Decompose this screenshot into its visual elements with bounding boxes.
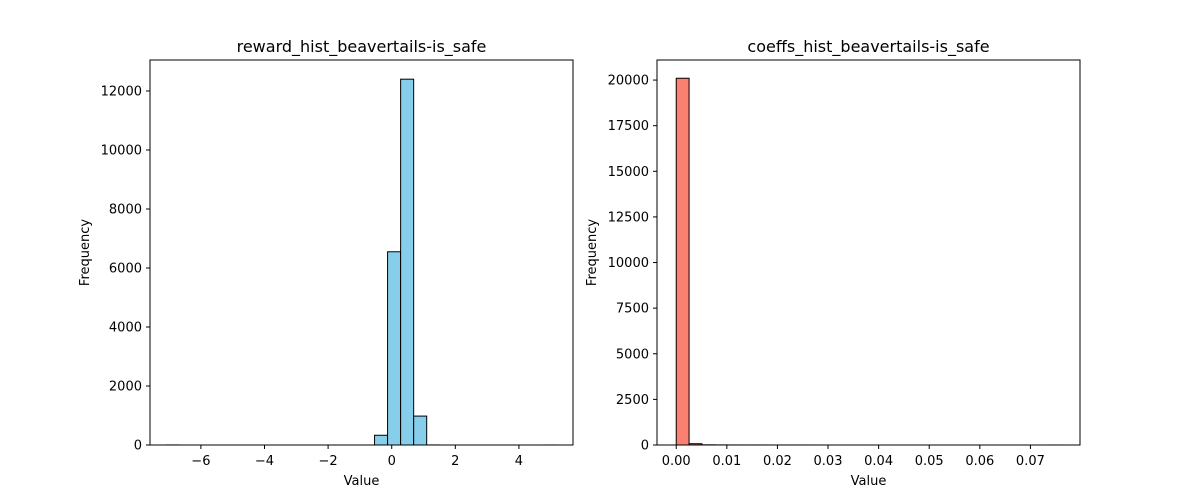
reward-histogram-x-tick-label: 0	[388, 454, 396, 469]
coeffs-histogram-x-tick-label: 0.06	[965, 454, 994, 469]
coeffs-histogram-y-tick-label: 5000	[616, 347, 649, 362]
coeffs-histogram-y-label: Frequency	[585, 219, 600, 286]
coeffs-histogram-x-ticks: 0.00 0.01 0.02 0.03 0.04 0.05 0.06 0.07	[662, 445, 1045, 469]
coeffs-histogram-y-tick-label: 10000	[608, 256, 649, 271]
reward-histogram-bar	[400, 78, 415, 446]
coeffs-histogram-y-tick-label: 7500	[616, 302, 649, 317]
coeffs-histogram-y-tick-label: 20000	[608, 74, 649, 89]
reward-histogram-x-tick-label: −6	[191, 454, 210, 469]
coeffs-histogram-x-label: Value	[851, 474, 887, 489]
reward-histogram-y-tick-label: 2000	[109, 379, 142, 394]
reward-histogram-title: reward_hist_beavertails-is_safe	[237, 37, 487, 57]
reward-histogram-y-label: Frequency	[78, 219, 93, 286]
coeffs-histogram-panel: coeffs_hist_beavertails-is_safe 0.00 0.01…	[585, 37, 1081, 489]
reward-histogram-x-ticks: −6 −4 −2 0 2 4	[191, 445, 523, 469]
coeffs-histogram-y-tick-label: 17500	[608, 119, 649, 134]
reward-histogram-x-tick-label: 4	[515, 454, 523, 469]
reward-histogram-y-tick-label: 4000	[109, 320, 142, 335]
reward-histogram-y-tick-label: 6000	[109, 261, 142, 276]
coeffs-histogram-y-tick-label: 0	[641, 439, 649, 454]
reward-histogram-y-tick-label: 12000	[101, 84, 142, 99]
reward-histogram-x-tick-label: −4	[255, 454, 274, 469]
coeffs-histogram-x-tick-label: 0.02	[763, 454, 792, 469]
reward-histogram-panel: reward_hist_beavertails-is_safe −6 −4 −2 0 2…	[78, 37, 574, 489]
reward-histogram-bar	[387, 251, 402, 446]
reward-histogram-bars	[165, 78, 558, 446]
reward-histogram-x-tick-label: −2	[319, 454, 338, 469]
coeffs-histogram-x-tick-label: 0.03	[814, 454, 843, 469]
reward-histogram-x-label: Value	[344, 474, 380, 489]
reward-histogram-y-tick-label: 8000	[109, 202, 142, 217]
coeffs-histogram-x-tick-label: 0.00	[662, 454, 691, 469]
reward-histogram-x-tick-label: 2	[451, 454, 459, 469]
reward-histogram-bar	[413, 415, 428, 446]
reward-histogram-bar	[374, 434, 389, 446]
coeffs-histogram-y-tick-label: 2500	[616, 393, 649, 408]
reward-histogram-frame	[149, 59, 574, 446]
coeffs-histogram-x-tick-label: 0.07	[1016, 454, 1045, 469]
coeffs-histogram-y-ticks: 0 2500 5000 7500 10000 12500 15000 17500 20000	[608, 74, 657, 454]
coeffs-histogram-x-tick-label: 0.01	[712, 454, 741, 469]
coeffs-histogram-bar	[675, 77, 690, 446]
coeffs-histogram-title: coeffs_hist_beavertails-is_safe	[747, 37, 989, 57]
coeffs-histogram-x-tick-label: 0.04	[864, 454, 893, 469]
coeffs-histogram-frame	[656, 59, 1081, 446]
reward-histogram-y-tick-label: 0	[134, 439, 142, 454]
reward-histogram-y-ticks: 0 2000 4000 6000 8000 10000 12000	[101, 84, 150, 454]
reward-histogram-y-tick-label: 10000	[101, 143, 142, 158]
coeffs-histogram-y-tick-label: 15000	[608, 165, 649, 180]
coeffs-histogram-y-tick-label: 12500	[608, 210, 649, 225]
coeffs-histogram-x-tick-label: 0.05	[915, 454, 944, 469]
